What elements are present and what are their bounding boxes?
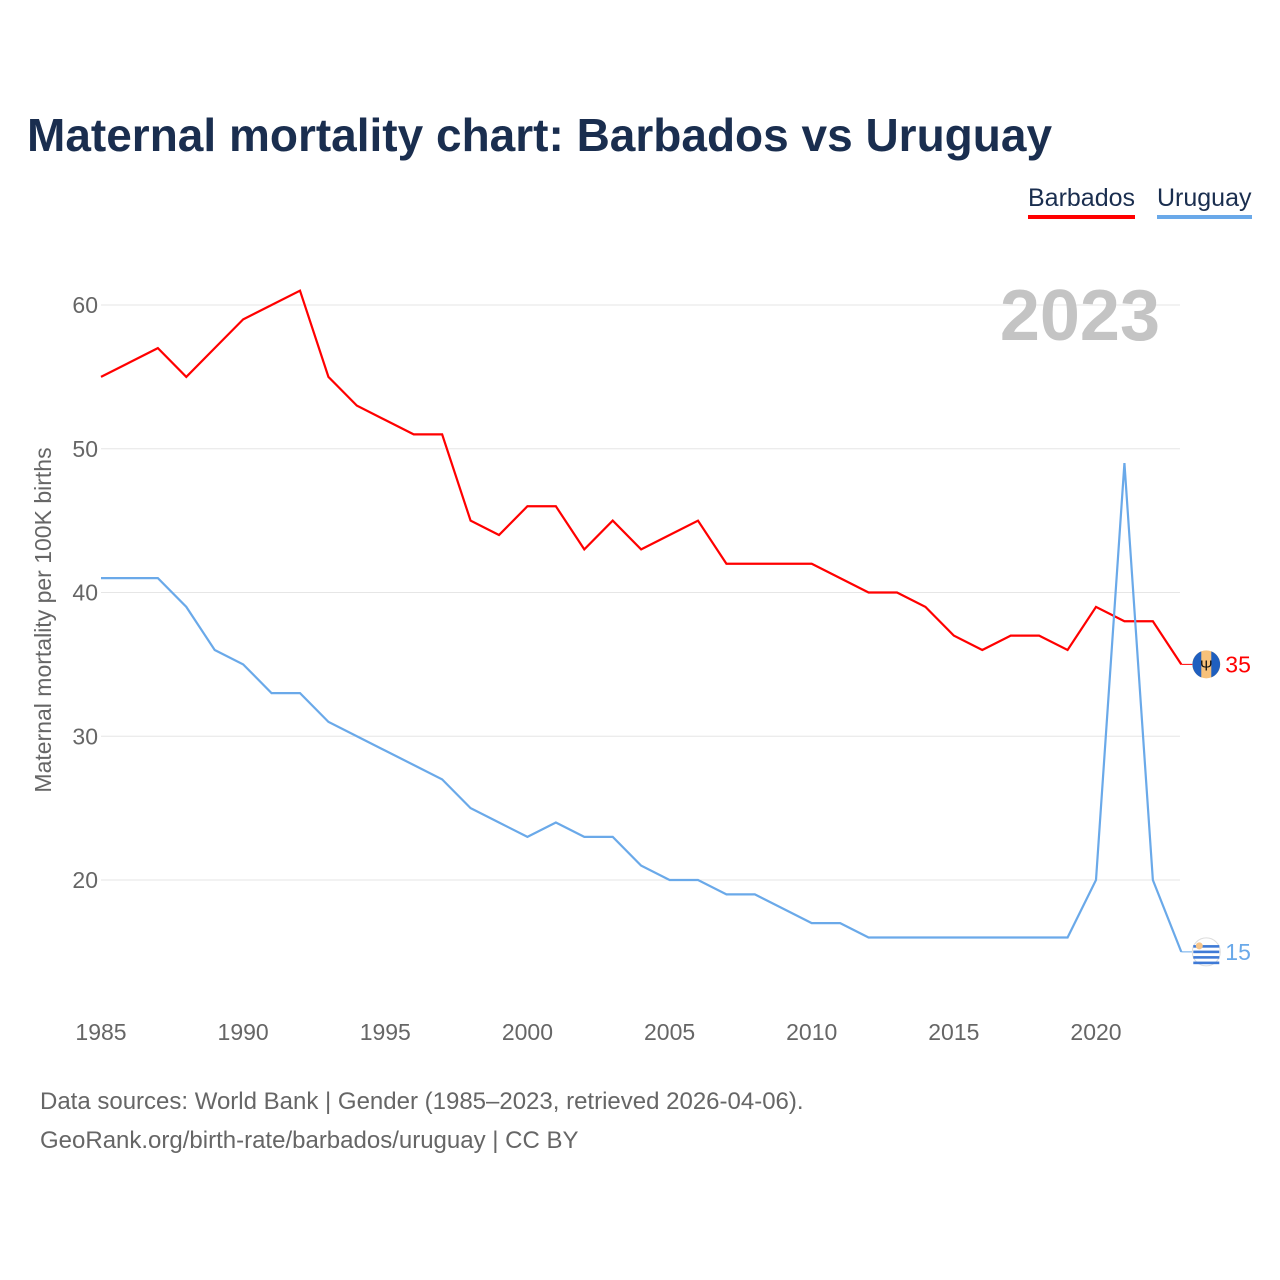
y-tick-label: 60	[72, 292, 98, 318]
flag-stripe	[1193, 956, 1220, 959]
flag-sun	[1195, 942, 1203, 950]
x-tick-label: 2000	[502, 1019, 553, 1045]
flag-stripe	[1193, 950, 1220, 954]
year-watermark: 2023	[1000, 276, 1160, 356]
series-line-barbados	[100, 289, 1183, 665]
x-tick-label: 1990	[218, 1019, 269, 1045]
x-tick-label: 1985	[75, 1019, 126, 1045]
y-tick-label: 30	[72, 723, 98, 749]
x-tick-label: 1995	[360, 1019, 411, 1045]
chart-title: Maternal mortality chart: Barbados vs Ur…	[27, 109, 1053, 161]
y-tick-label: 20	[72, 867, 98, 893]
flag-stripe	[1193, 961, 1220, 965]
flag-stripe	[1193, 945, 1220, 948]
y-axis-label: Maternal mortality per 100K births	[30, 447, 56, 792]
x-tick-label: 2005	[644, 1019, 695, 1045]
y-tick-label: 40	[72, 580, 98, 606]
x-tick-label: 2015	[928, 1019, 979, 1045]
flag-band	[1211, 651, 1221, 678]
flag-band	[1192, 651, 1202, 678]
end-value-label: 15	[1225, 939, 1251, 965]
source-line-2[interactable]: GeoRank.org/birth-rate/barbados/uruguay …	[40, 1127, 579, 1154]
legend-uruguay[interactable]: Uruguay	[1157, 184, 1252, 219]
x-tick-label: 2020	[1070, 1019, 1121, 1045]
legend-barbados[interactable]: Barbados	[1028, 184, 1136, 219]
x-tick-label: 2010	[786, 1019, 837, 1045]
source-line-1: Data sources: World Bank | Gender (1985–…	[40, 1088, 804, 1115]
end-value-label: 35	[1225, 651, 1251, 677]
y-tick-label: 50	[72, 436, 98, 462]
series-line-uruguay	[101, 463, 1183, 953]
trident-icon: Ψ	[1200, 657, 1213, 674]
